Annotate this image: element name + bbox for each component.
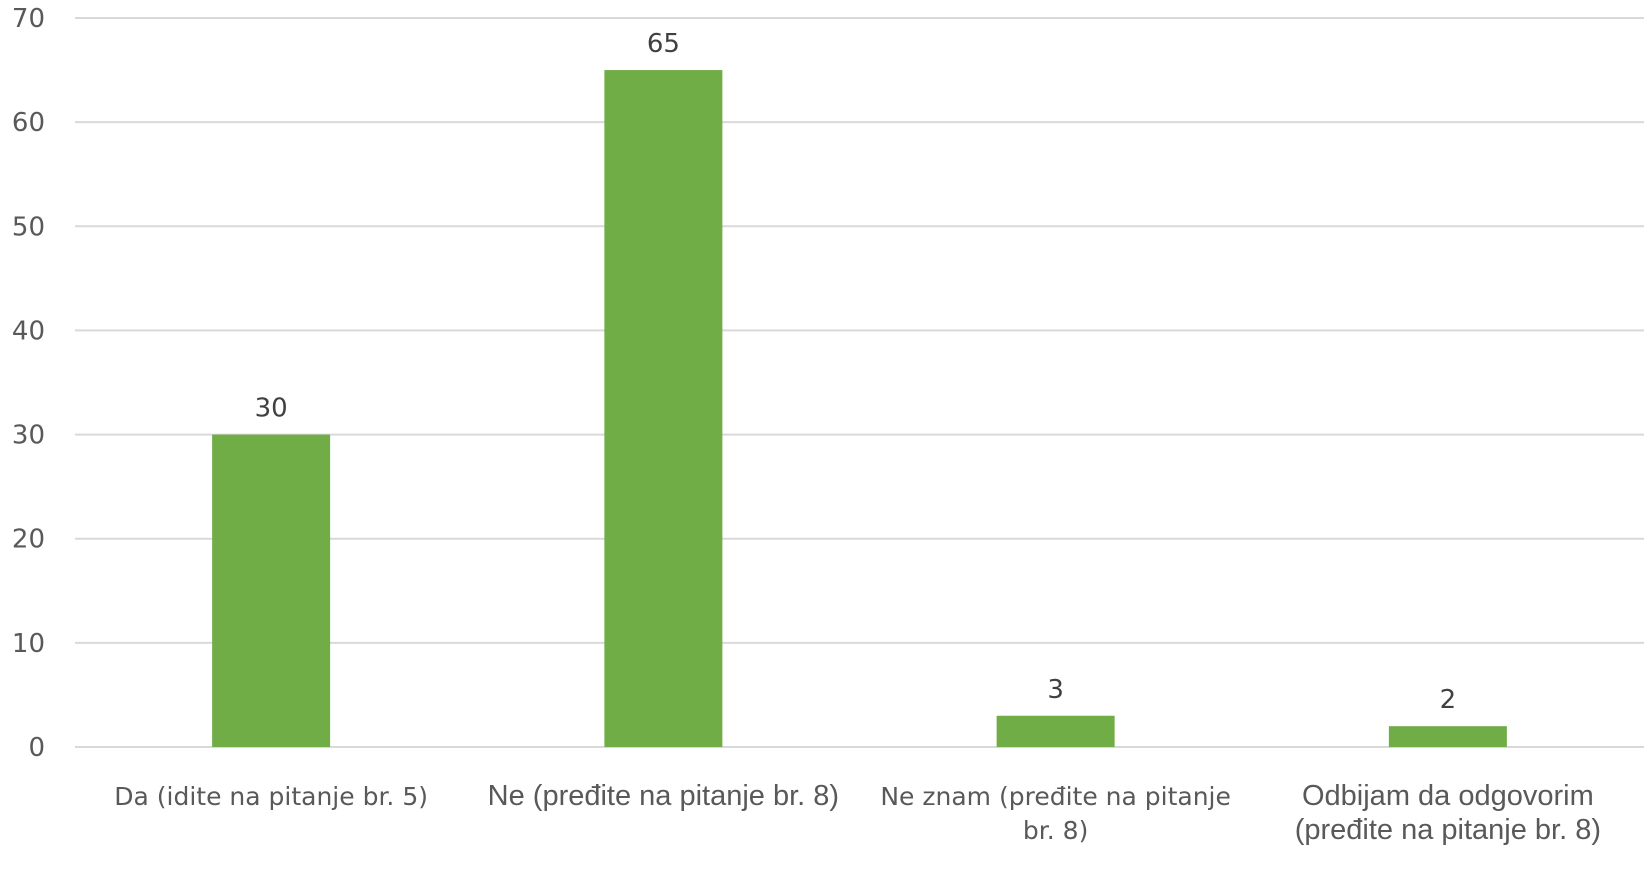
data-label: 3 [1047,675,1064,705]
data-label: 30 [255,394,288,424]
bar [604,70,722,747]
y-tick-label: 40 [12,316,45,346]
category-label: Ne znam (pređite na pitanje br. 8) [880,782,1231,845]
bar [212,435,330,747]
data-label: 65 [647,29,680,59]
category-label: Da (idite na pitanje br. 5) [114,782,428,811]
category-label: Odbijam da odgovorim (pređite na pitanje … [1295,780,1601,846]
y-tick-label: 20 [12,525,45,555]
y-tick-label: 60 [12,108,45,138]
y-tick-label: 50 [12,212,45,242]
data-label: 2 [1440,685,1457,715]
y-tick-label: 30 [12,421,45,451]
category-labels: Da (idite na pitanje br. 5) Ne (pređite n… [114,780,1601,846]
bars [212,70,1507,747]
bar [997,716,1115,747]
y-tick-label: 10 [12,629,45,659]
y-tick-label: 70 [12,4,45,34]
bar [1389,726,1507,747]
y-tick-label: 0 [28,733,45,763]
category-label: Ne (pređite na pitanje br. 8) [488,780,839,812]
y-axis-tick-labels: 0 10 20 30 40 50 60 70 [12,4,45,763]
data-labels: 30 65 3 2 [255,29,1457,715]
